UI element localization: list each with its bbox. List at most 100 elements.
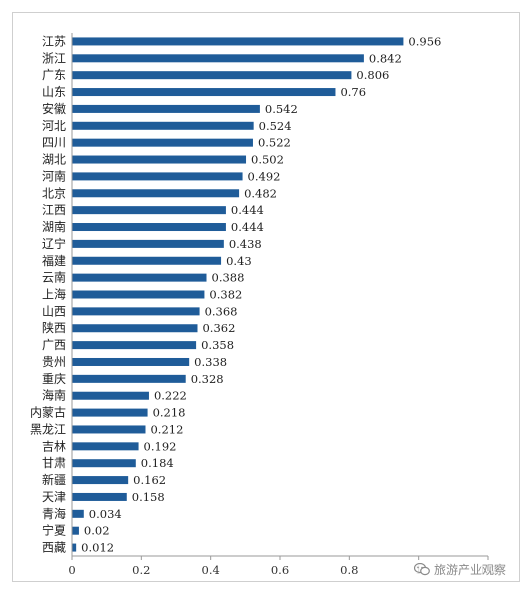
category-label: 辽宁 xyxy=(42,236,66,251)
bar xyxy=(72,71,352,80)
value-label: 0.218 xyxy=(153,406,186,420)
category-label: 甘肃 xyxy=(42,456,66,470)
category-label: 重庆 xyxy=(42,372,66,386)
value-label: 0.76 xyxy=(340,85,366,99)
value-label: 0.034 xyxy=(89,507,122,521)
bar xyxy=(72,307,200,316)
bar xyxy=(72,425,146,434)
bar xyxy=(72,54,364,63)
value-label: 0.444 xyxy=(231,203,264,217)
x-tick-label: 0.8 xyxy=(340,563,358,577)
category-label: 上海 xyxy=(42,287,66,302)
value-label: 0.338 xyxy=(194,355,227,369)
bar xyxy=(72,37,404,46)
value-label: 0.222 xyxy=(154,389,187,403)
value-label: 0.382 xyxy=(209,288,242,302)
bar xyxy=(72,492,127,501)
bar xyxy=(72,341,197,350)
bar xyxy=(72,442,139,451)
bar xyxy=(72,324,198,333)
bar-chart: 江苏浙江广东山东安徽河北四川湖北河南北京江西湖南辽宁福建云南上海山西陕西广西贵州… xyxy=(30,33,497,577)
category-label: 西藏 xyxy=(42,541,66,555)
category-label: 青海 xyxy=(42,506,66,521)
category-label: 广东 xyxy=(42,68,66,82)
value-label: 0.388 xyxy=(212,271,245,285)
bar xyxy=(72,374,186,383)
chart-frame: 江苏浙江广东山东安徽河北四川湖北 河南北京江西湖南辽宁福建云南上海山西陕西广西贵州… xyxy=(12,12,520,582)
category-label: 陕西 xyxy=(42,320,66,335)
category-label: 山东 xyxy=(42,85,66,99)
wechat-icon xyxy=(414,563,430,576)
bar xyxy=(72,256,222,265)
category-label: 广西 xyxy=(42,338,66,352)
value-label: 0.956 xyxy=(408,34,441,48)
category-label: 河北 xyxy=(42,119,66,133)
x-tick-label: 0.2 xyxy=(132,563,150,577)
value-label: 0.162 xyxy=(133,473,166,487)
value-label: 0.02 xyxy=(84,524,110,538)
value-label: 0.482 xyxy=(244,186,277,200)
bar xyxy=(72,273,207,282)
bar xyxy=(72,172,243,181)
category-label: 黑龙江 xyxy=(30,422,66,436)
bar xyxy=(72,223,226,232)
category-label: 宁夏 xyxy=(42,523,66,538)
category-label: 内蒙古 xyxy=(30,405,66,420)
bar xyxy=(72,543,77,552)
category-label: 云南 xyxy=(42,270,66,285)
bar xyxy=(72,88,336,97)
bar xyxy=(72,476,129,485)
value-label: 0.438 xyxy=(229,237,262,251)
bar xyxy=(72,138,253,147)
category-label: 安徽 xyxy=(42,101,66,116)
bar xyxy=(72,391,149,400)
category-label: 天津 xyxy=(42,490,66,504)
category-label: 海南 xyxy=(42,388,66,403)
value-label: 0.362 xyxy=(202,321,235,335)
bar xyxy=(72,509,84,518)
value-label: 0.328 xyxy=(191,372,224,386)
bars-group xyxy=(72,37,404,552)
value-label: 0.806 xyxy=(356,68,389,82)
bar xyxy=(72,459,136,468)
category-label: 湖北 xyxy=(42,152,66,167)
value-label: 0.158 xyxy=(132,490,165,504)
bar xyxy=(72,408,148,417)
category-label: 四川 xyxy=(42,136,66,150)
category-labels-group: 江苏浙江广东山东安徽河北四川湖北河南北京江西湖南辽宁福建云南上海山西陕西广西贵州… xyxy=(30,34,66,554)
value-labels-group: 0.956 0.842 0.806 0.76 0.542 0.524 0.522 0.502 0… xyxy=(81,34,441,554)
x-tick-label: 0.4 xyxy=(202,563,220,577)
category-label: 北京 xyxy=(42,186,66,200)
value-label: 0.192 xyxy=(144,439,177,453)
category-label: 贵州 xyxy=(42,355,66,369)
bar xyxy=(72,121,254,130)
category-label: 新疆 xyxy=(42,472,66,487)
value-label: 0.212 xyxy=(150,422,183,436)
value-label: 0.502 xyxy=(251,153,284,167)
value-label: 0.444 xyxy=(231,220,264,234)
category-label: 河南 xyxy=(42,168,66,183)
category-label: 湖南 xyxy=(42,219,66,234)
value-label: 0.524 xyxy=(259,119,292,133)
value-label: 0.358 xyxy=(201,338,234,352)
value-label: 0.43 xyxy=(226,254,252,268)
category-label: 吉林 xyxy=(42,439,66,453)
category-label: 福建 xyxy=(42,253,66,268)
value-label: 0.842 xyxy=(369,51,402,65)
bar xyxy=(72,104,260,113)
bar xyxy=(72,239,224,248)
watermark: 旅游产业观察 xyxy=(411,560,510,579)
bar xyxy=(72,290,205,299)
category-label: 江西 xyxy=(42,203,66,217)
bar xyxy=(72,189,240,198)
bar xyxy=(72,206,226,215)
value-label: 0.012 xyxy=(81,541,114,555)
category-label: 浙江 xyxy=(42,51,66,65)
category-label: 山西 xyxy=(42,304,66,318)
bar xyxy=(72,357,190,366)
bar xyxy=(72,155,247,164)
category-label: 江苏 xyxy=(42,34,66,48)
bar xyxy=(72,526,79,535)
value-label: 0.522 xyxy=(258,136,291,150)
watermark-text: 旅游产业观察 xyxy=(434,563,507,577)
